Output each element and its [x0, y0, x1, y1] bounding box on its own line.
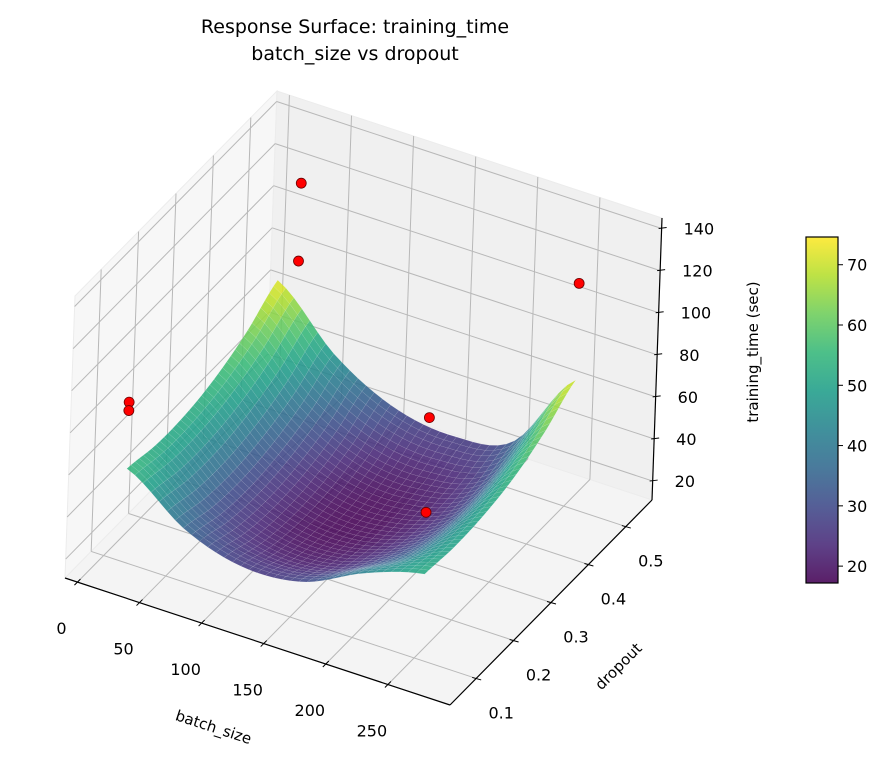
surface-facet — [415, 568, 430, 575]
grid-line — [274, 143, 661, 272]
grid-line — [71, 185, 274, 392]
grid-line — [90, 269, 102, 552]
surface-facet — [482, 501, 496, 509]
observation-point — [293, 255, 304, 267]
z-tick-label: 80 — [679, 346, 699, 365]
x-tick-label: 100 — [170, 660, 201, 679]
x-tick-mark — [384, 681, 392, 688]
colorbar-tick-label: 30 — [847, 497, 867, 516]
grid-line — [74, 101, 277, 307]
z-tick-label: 100 — [681, 304, 712, 323]
surface-facet — [428, 558, 442, 564]
x-tick-mark — [74, 578, 81, 586]
surface-facet — [473, 511, 488, 519]
z-tick-mark — [658, 227, 667, 230]
grid-line — [465, 156, 477, 439]
z-tick-label: 140 — [684, 220, 715, 239]
surface-facet — [558, 386, 572, 398]
surface-facet — [457, 530, 471, 536]
surface-facet — [519, 449, 534, 460]
observation-points — [123, 177, 585, 518]
grid-line — [403, 136, 415, 419]
x-tick-label: 0 — [56, 619, 66, 638]
colorbar-tick-label: 50 — [847, 376, 867, 395]
y-tick-label: 0.5 — [638, 552, 663, 571]
y-tick-mark — [546, 601, 557, 605]
surface-facet — [549, 399, 564, 413]
colorbar-ticks: 20 30 40 50 60 70 — [838, 256, 867, 576]
grid-line — [165, 193, 177, 476]
x-tick-mark — [260, 640, 268, 647]
z-tick-mark — [655, 311, 664, 314]
grid-line — [69, 227, 273, 434]
y-tick-label: 0.2 — [526, 665, 551, 684]
colorbar-tick-label: 20 — [847, 557, 867, 576]
x-tick-mark — [136, 599, 143, 606]
observation-point — [420, 506, 432, 518]
observation-point — [423, 412, 435, 424]
x-tick-label: 50 — [113, 640, 133, 659]
x-axis-label: batch_size — [173, 706, 254, 748]
grid-line — [527, 177, 539, 460]
response-surface — [126, 279, 576, 583]
z-tick-label: 120 — [682, 262, 713, 281]
colorbar — [805, 236, 839, 584]
y-axis-label: dropout — [591, 639, 645, 693]
grid-line — [68, 269, 272, 476]
z-tick-label: 40 — [676, 430, 696, 449]
grid-line — [273, 185, 659, 314]
grid-line — [276, 101, 662, 229]
colorbar-tick-label: 70 — [847, 256, 867, 275]
y-tick-label: 0.4 — [601, 590, 626, 609]
grid-line — [202, 155, 214, 438]
z-tick-mark — [651, 437, 660, 440]
chart-subtitle: batch_size vs dropout — [251, 43, 458, 65]
grid-line — [72, 143, 276, 349]
colorbar-tick-label: 40 — [847, 437, 867, 456]
y-tick-mark — [509, 638, 519, 643]
surface-facet — [436, 551, 450, 556]
surface-facet — [477, 506, 492, 514]
z-axis-line — [651, 217, 663, 501]
y-tick-mark — [621, 525, 631, 529]
z-tick-mark — [649, 479, 658, 482]
grid-line — [341, 115, 353, 398]
chart-title: Response Surface: training_time — [201, 16, 509, 38]
colorbar-tick-label: 60 — [847, 316, 867, 335]
surface-facet — [424, 561, 438, 567]
x-tick-label: 150 — [232, 681, 263, 700]
x-tick-label: 200 — [295, 701, 326, 720]
grid-line — [589, 197, 601, 480]
y-tick-mark — [472, 676, 482, 681]
grid-line — [271, 227, 658, 356]
grid-line — [269, 311, 655, 440]
surface-facet — [448, 539, 463, 545]
surface-facet — [461, 525, 475, 532]
grid-line — [91, 550, 477, 679]
observation-point — [573, 277, 585, 289]
surface-facet — [419, 565, 434, 571]
grid-line — [66, 311, 270, 518]
x-axis-line — [64, 577, 451, 706]
observation-point — [123, 405, 135, 416]
observation-point — [295, 177, 307, 189]
y-tick-label: 0.3 — [563, 628, 588, 647]
x-tick-label: 250 — [357, 722, 388, 741]
z-tick-mark — [652, 395, 661, 398]
x-tick-mark — [198, 619, 205, 627]
z-tick-mark — [657, 269, 666, 272]
grid-line — [270, 269, 656, 398]
surface-facet — [444, 543, 459, 549]
tick-labels: 0 50 100 150 200 250 0.1 0.2 0.3 0.4 0.5 20 40 60 80 10… — [56, 220, 714, 741]
z-tick-label: 20 — [675, 472, 695, 491]
z-axis-label: training_time (sec) — [744, 281, 763, 422]
surface-facet — [541, 415, 555, 428]
surface-facet — [498, 479, 513, 489]
x-tick-mark — [322, 660, 330, 668]
y-tick-label: 0.1 — [488, 703, 513, 722]
y-tick-mark — [584, 563, 594, 567]
z-tick-mark — [654, 353, 663, 356]
z-tick-label: 60 — [678, 388, 698, 407]
